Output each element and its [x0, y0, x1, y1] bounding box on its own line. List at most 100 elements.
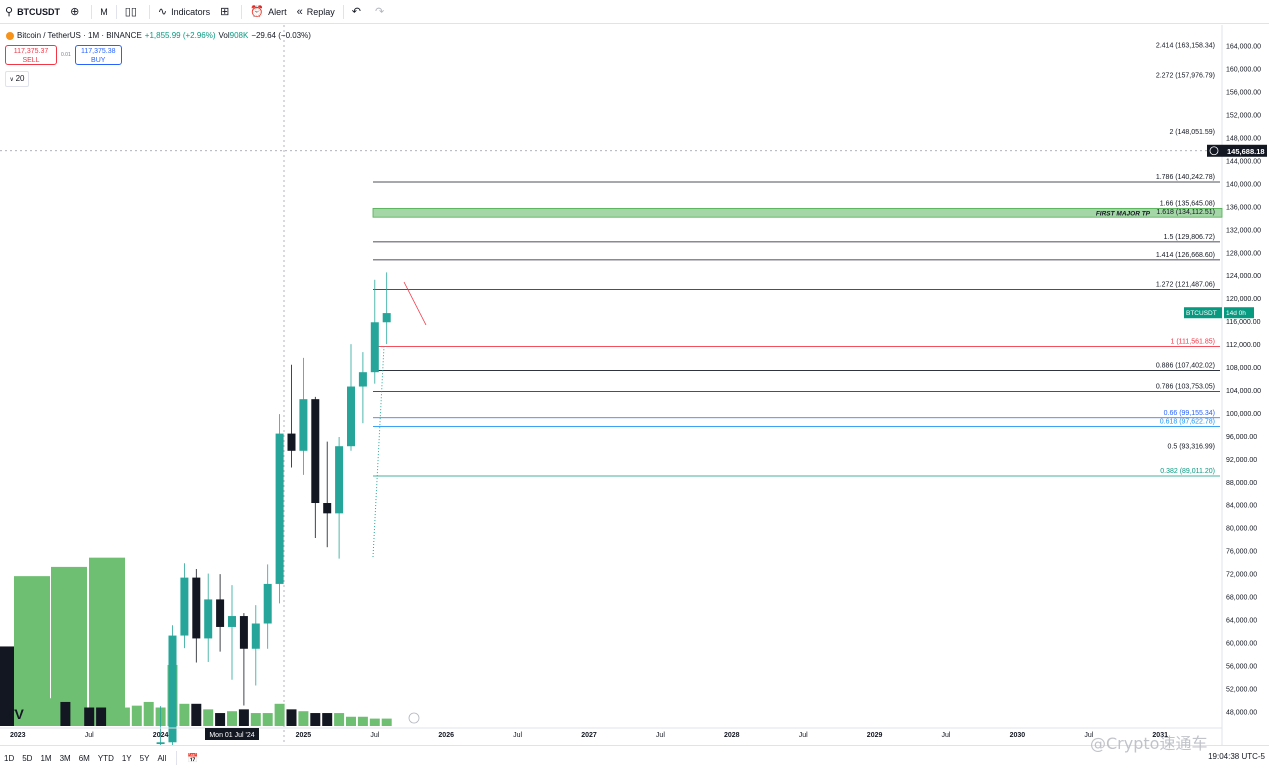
crosshair-lock-icon[interactable] [1209, 146, 1219, 156]
time-tick-label: 2031 [1152, 732, 1168, 739]
indicators-icon: ∿ [157, 6, 168, 18]
candle-body [180, 577, 189, 636]
chart-type-button[interactable]: ▯▯ [120, 0, 146, 24]
volume-bar [131, 705, 142, 726]
volume-bar [334, 713, 345, 726]
price-tick-label: 72,000.00 [1226, 572, 1257, 579]
timeframe-all[interactable]: All [157, 753, 167, 763]
search-icon: ⚲ [5, 6, 14, 18]
price-tick-label: 68,000.00 [1226, 595, 1257, 602]
price-chart[interactable]: 164,000.00 160,000.00 156,000.00 152,000.00… [0, 25, 1269, 745]
time-tick-label: Jul [85, 732, 94, 739]
candle-body [239, 616, 248, 649]
fib-level-label: 1.66 (135,645.08) [1160, 200, 1215, 207]
candles-icon: ▯▯ [124, 6, 137, 18]
time-tick-label: Jul [513, 732, 522, 739]
collapse-arrow-icon: ∨ [9, 77, 16, 83]
fib-level-label: 2.414 (163,158.34) [1156, 43, 1215, 50]
fib-level-label: 0.382 (89,011.20) [1160, 468, 1215, 475]
indicator-count-badge[interactable]: ∨ 20 [5, 71, 29, 87]
replay-button[interactable]: « Replay [292, 0, 340, 24]
date-range-icon[interactable]: 📅 [187, 752, 199, 763]
toolbar-divider [241, 4, 243, 19]
price-tick-label: 152,000.00 [1226, 113, 1261, 120]
candle-body [192, 577, 201, 639]
time-tick-label: Jul [1084, 732, 1093, 739]
replay-label: Replay [306, 6, 335, 17]
volume-bar [286, 709, 297, 726]
fib-level-label: 0.618 (97,622.78) [1160, 419, 1215, 426]
interval-button[interactable]: M [95, 0, 113, 24]
timeframe-ytd[interactable]: YTD [97, 753, 114, 763]
volume-bar [60, 701, 71, 726]
symbol-search-button[interactable]: ⚲ BTCUSDT [0, 0, 65, 24]
undo-button[interactable]: ↶ [347, 0, 370, 24]
tradingview-logo: TV [6, 706, 24, 722]
target-zone [372, 207, 1223, 218]
price-tick-label: 64,000.00 [1226, 617, 1257, 624]
redo-button[interactable]: ↷ [370, 0, 393, 24]
compare-symbol-button[interactable]: ⊕ [65, 0, 88, 24]
fib-level-label: 2 (148,051.59) [1169, 129, 1215, 136]
volume-bar [119, 707, 130, 726]
target-zone-label: FIRST MAJOR TP [1096, 210, 1151, 217]
price-tick-label: 60,000.00 [1226, 640, 1257, 647]
candle-body [299, 399, 308, 451]
last-price-symbol: BTCUSDT [1186, 310, 1217, 317]
last-price-symbol-tag [1184, 307, 1222, 319]
timeframe-1m[interactable]: 1M [40, 753, 52, 763]
candle-body [275, 433, 284, 584]
price-tick-label: 112,000.00 [1226, 342, 1261, 349]
legend-vol-value: 908K [229, 31, 249, 40]
clock: 19:04:38 UTC-5 [1208, 752, 1265, 761]
time-tick-label: 2024 [153, 732, 169, 739]
timeframe-5y[interactable]: 5Y [139, 753, 150, 763]
price-tick-label: 148,000.00 [1226, 136, 1261, 143]
indicators-button[interactable]: ∿ Indicators [153, 0, 215, 24]
rewind-icon: « [296, 5, 303, 18]
time-tick-label: Jul [799, 732, 808, 739]
volume-bar [381, 718, 392, 726]
volume-bar [310, 713, 321, 726]
symbol-label: BTCUSDT [17, 6, 61, 17]
bitcoin-icon [6, 31, 14, 40]
candle-body [251, 623, 260, 649]
price-tick-label: 160,000.00 [1226, 67, 1261, 74]
volume-bar [262, 713, 273, 726]
sell-label: SELL [22, 57, 40, 64]
volume-bar [0, 646, 14, 726]
time-tick-label: 2030 [1010, 732, 1026, 739]
timeframe-1y[interactable]: 1Y [121, 753, 132, 763]
timeframe-6m[interactable]: 6M [78, 753, 90, 763]
price-tick-label: 88,000.00 [1226, 480, 1257, 487]
fib-level-label: 1.414 (126,668.60) [1156, 252, 1215, 259]
count-value: 20 [15, 74, 25, 83]
volume-bar [227, 711, 237, 726]
time-tick-label: 2026 [438, 732, 454, 739]
lightning-marker-icon[interactable] [408, 712, 420, 724]
candle-body [347, 386, 355, 447]
buy-button[interactable]: 117,375.38 BUY [74, 45, 122, 65]
candle-body [216, 599, 225, 627]
candle-body [156, 742, 165, 745]
alert-button[interactable]: ⏰ Alert [245, 0, 291, 24]
redo-icon: ↷ [374, 6, 385, 18]
bottom-toolbar: 1D 5D 1M 3M 6M YTD 1Y 5Y All 📅 [0, 745, 1269, 770]
sell-button[interactable]: 117,375.37 SELL [5, 45, 57, 65]
templates-button[interactable]: ⊞ [215, 0, 238, 24]
toolbar-divider [176, 751, 178, 765]
time-tick-label: Jul [656, 732, 665, 739]
toolbar-divider [91, 4, 93, 19]
timeframe-1d[interactable]: 1D [4, 753, 15, 763]
timeframe-5d[interactable]: 5D [22, 753, 33, 763]
volume-bar [346, 716, 356, 726]
candle-body [323, 503, 332, 514]
legend-vol-change: −29.64 (−0.03%) [251, 31, 311, 40]
price-tick-label: 48,000.00 [1226, 709, 1257, 716]
toolbar-divider [115, 4, 117, 19]
time-tick-label: Jul [942, 732, 951, 739]
candle-body [204, 599, 213, 639]
volume-bar [84, 707, 95, 726]
volume-bar [48, 698, 59, 726]
timeframe-3m[interactable]: 3M [59, 753, 71, 763]
